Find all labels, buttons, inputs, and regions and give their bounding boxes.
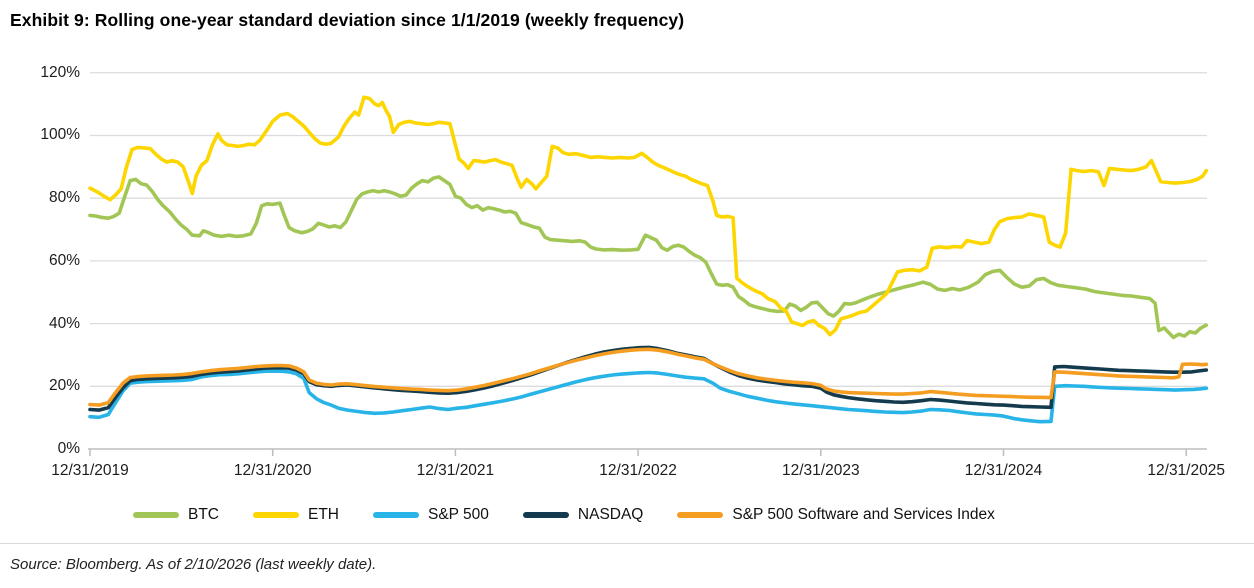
legend-swatch-btc [133,512,179,518]
legend-swatch-eth [253,512,299,518]
legend-label-btc: BTC [188,506,219,523]
legend-item-btc: BTC [133,506,219,524]
x-axis-label: 12/31/2019 [51,462,129,479]
y-axis-label: 60% [48,251,80,269]
legend-item-s-p-500-software-and-services-index: S&P 500 Software and Services Index [677,506,995,524]
x-axis-label: 12/31/2023 [782,462,860,479]
volatility-chart: 0% 20% 40% 60% 80% 100% 120% 12/31/2019 12/31/2… [40,63,1225,479]
legend-item-s-p-500: S&P 500 [373,506,489,524]
x-axis-label: 12/31/2020 [233,462,312,479]
y-axis-label: 120% [40,63,80,81]
legend-item-eth: ETH [253,506,339,524]
series-line-s-p-500-software-and-services-index [88,347,1209,407]
y-axis-label: 40% [48,314,80,332]
series-line-nasdaq [88,345,1209,412]
legend-label-s-p-500-software-and-services-index: S&P 500 Software and Services Index [732,506,995,523]
legend-item-nasdaq: NASDAQ [522,506,644,524]
y-axis-label: 0% [57,440,80,457]
y-axis-label: 100% [40,126,80,144]
x-axis-label: 12/31/2025 [1147,462,1225,479]
legend-swatch-s-p-500-software-and-services-index [677,512,724,518]
x-axis-label: 12/31/2024 [964,462,1043,479]
legend-swatch-s-p-500 [373,512,419,518]
x-axis-label: 12/31/2021 [416,462,495,479]
source-note: Source: Bloomberg. As of 2/10/2026 (last… [10,556,377,573]
legend-label-s-p-500: S&P 500 [428,506,489,523]
series-line-s-p-500 [88,369,1209,424]
divider [0,543,1254,544]
chart-legend: BTC ETH S&P 500 NASDAQ S&P 500 Software and … [133,506,995,524]
series-line-btc [88,175,1209,340]
chart-title: Exhibit 9: Rolling one-year standard dev… [10,10,685,30]
legend-label-nasdaq: NASDAQ [577,506,644,523]
chart-plot-area [88,72,1209,456]
series-line-eth [88,95,1209,337]
y-axis-label: 80% [48,189,80,207]
legend-label-eth: ETH [308,506,339,523]
y-axis-label: 20% [48,377,80,395]
x-axis-label: 12/31/2022 [599,462,677,479]
legend-swatch-nasdaq [522,512,569,518]
